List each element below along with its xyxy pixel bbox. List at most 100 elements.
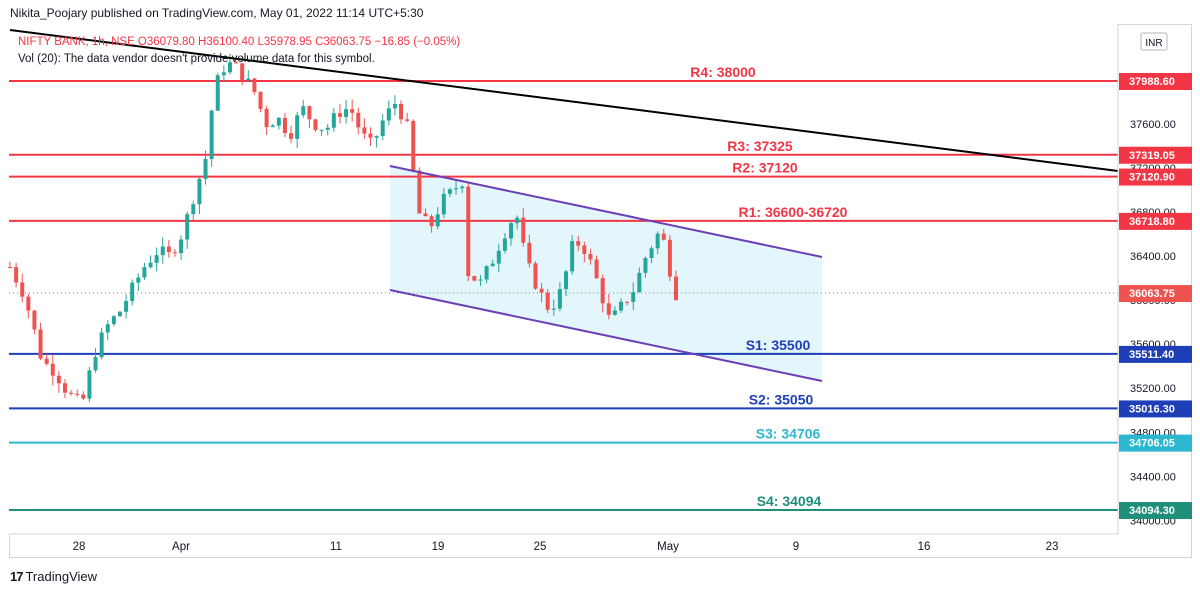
candle-body: [313, 119, 318, 131]
tradingview-brand: TradingView: [25, 569, 98, 584]
candle-body: [386, 108, 391, 121]
candle-body: [466, 186, 471, 277]
currency-badge: [1140, 32, 1168, 51]
publisher-header: Nikita_Poojary published on TradingView.…: [10, 6, 424, 20]
time-tick-label: 16: [918, 541, 931, 553]
candle-body: [307, 106, 312, 120]
price-tick-label: 34400.00: [1130, 471, 1176, 483]
candle-body: [160, 246, 165, 256]
tradingview-footer[interactable]: 17 TradingView: [10, 569, 97, 584]
candle-body: [661, 233, 666, 240]
candle-body: [509, 223, 514, 239]
level-price-tag-2: [1119, 168, 1192, 186]
candle-body: [484, 266, 489, 280]
candles: [8, 53, 678, 403]
level-price-tag-7: [1119, 502, 1192, 519]
candle-body: [667, 239, 672, 277]
candle-body: [594, 259, 599, 279]
level-price-tag-label-1: 37319.05: [1129, 150, 1175, 162]
candle-body: [44, 358, 49, 364]
candle-body: [26, 296, 31, 311]
candle-body: [209, 110, 214, 159]
candle-body: [576, 241, 581, 246]
candle-body: [301, 106, 306, 116]
candle-body: [319, 129, 324, 131]
candle-body: [344, 109, 349, 117]
candle-body: [221, 72, 226, 76]
time-tick-label: 11: [330, 541, 342, 553]
level-label-3: R1: 36600-36720: [739, 204, 848, 220]
candle-body: [423, 213, 428, 217]
candle-body: [655, 233, 660, 249]
time-tick-label: 19: [432, 541, 445, 553]
channel-upper-line: [389, 165, 823, 258]
last-price-tag: [1119, 285, 1192, 303]
candle-body: [258, 91, 263, 109]
level-label-5: S2: 35050: [749, 391, 814, 407]
candle-body: [32, 310, 37, 330]
time-tick-label: 9: [793, 541, 799, 553]
level-label-1: R3: 37325: [727, 138, 793, 154]
candle-body: [252, 78, 257, 92]
candle-body: [362, 127, 367, 134]
channel-lower-line: [389, 289, 823, 382]
candle-body: [460, 186, 465, 189]
level-price-tag-label-2: 37120.90: [1129, 172, 1175, 184]
candle-body: [331, 113, 336, 128]
descending-trendline: [9, 29, 1119, 172]
candle-body: [478, 279, 483, 281]
candle-body: [515, 217, 520, 224]
candle-body: [374, 136, 379, 138]
legend-volume: Vol (20): The data vendor doesn't provid…: [18, 53, 375, 65]
candle-body: [227, 62, 232, 73]
candle-body: [50, 363, 55, 376]
candle-body: [8, 267, 12, 269]
candle-body: [539, 288, 544, 293]
candle-body: [545, 292, 550, 310]
candle-body: [111, 316, 116, 325]
candle-body: [551, 308, 556, 310]
candle-body: [93, 357, 98, 371]
candle-body: [166, 246, 171, 253]
time-tick-label: Apr: [172, 541, 190, 553]
candle-body: [234, 62, 239, 64]
time-tick-label: 28: [73, 541, 86, 553]
candle-body: [276, 117, 281, 126]
time-tick-label: 23: [1046, 541, 1059, 553]
candle-body: [282, 117, 287, 134]
candle-body: [130, 282, 135, 302]
candle-body: [557, 289, 562, 309]
candle-body: [295, 115, 300, 139]
candle-body: [337, 113, 342, 117]
price-tick-label: 36400.00: [1130, 251, 1176, 263]
time-tick-label: 25: [534, 541, 547, 553]
candle-body: [87, 370, 92, 399]
level-price-tag-label-7: 34094.30: [1129, 505, 1175, 517]
candle-body: [649, 248, 654, 259]
candle-body: [38, 329, 43, 359]
candle-body: [533, 263, 538, 289]
candle-body: [356, 112, 361, 128]
candle-body: [191, 204, 196, 215]
level-label-2: R2: 37120: [732, 160, 798, 176]
candle-body: [368, 133, 373, 138]
level-price-tag-label-6: 34706.05: [1129, 438, 1175, 450]
candle-body: [521, 217, 526, 243]
candle-body: [124, 301, 129, 312]
candle-body: [631, 292, 636, 302]
candle-body: [215, 75, 220, 111]
candle-body: [325, 127, 330, 130]
candle-body: [14, 267, 19, 283]
candle-body: [606, 303, 611, 315]
candle-body: [496, 250, 501, 264]
candle-body: [588, 253, 593, 260]
tradingview-logo: 17: [10, 569, 24, 584]
candle-body: [81, 394, 86, 399]
candle-body: [411, 120, 416, 171]
candle-body: [570, 241, 575, 272]
level-price-tag-label-5: 35016.30: [1129, 403, 1175, 415]
candle-body: [264, 108, 269, 128]
level-label-0: R4: 38000: [690, 64, 756, 80]
candle-body: [600, 278, 605, 304]
